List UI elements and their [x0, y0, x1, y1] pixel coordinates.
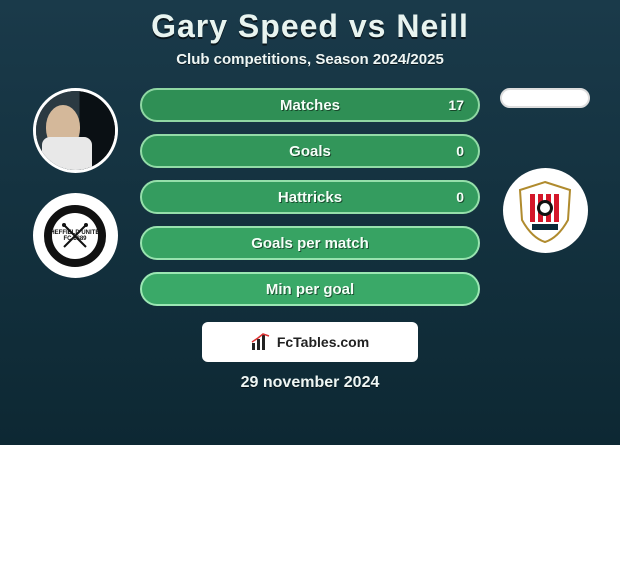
stat-bar-min-per-goal: Min per goal [140, 272, 480, 306]
stat-right-value: 0 [456, 143, 464, 159]
player1-face-icon [36, 91, 115, 170]
stat-bar-hattricks: Hattricks 0 [140, 180, 480, 214]
stat-bars: Matches 17 Goals 0 Hattricks 0 Goals per match… [140, 88, 480, 306]
player1-club-badge: SHEFFIELD UNITED FC 1889 [33, 193, 118, 278]
sheffield-crest-icon: SHEFFIELD UNITED FC 1889 [40, 201, 110, 271]
player1-avatar [33, 88, 118, 173]
stat-right-value: 0 [456, 189, 464, 205]
attribution-text: FcTables.com [277, 334, 369, 350]
stat-label: Min per goal [266, 281, 354, 298]
stat-right-value: 17 [448, 97, 464, 113]
attribution-box[interactable]: FcTables.com [202, 322, 418, 362]
sunderland-crest-icon [510, 176, 580, 246]
stat-label: Goals per match [251, 235, 369, 252]
stat-label: Goals [289, 143, 331, 160]
crossed-swords-icon [60, 221, 90, 251]
left-column: SHEFFIELD UNITED FC 1889 [10, 88, 140, 306]
comparison-card: Gary Speed vs Neill Club competitions, S… [0, 0, 620, 445]
subtitle: Club competitions, Season 2024/2025 [0, 51, 620, 68]
player2-club-badge [503, 168, 588, 253]
stat-bar-matches: Matches 17 [140, 88, 480, 122]
footer-date: 29 november 2024 [0, 374, 620, 392]
right-column [480, 88, 610, 306]
bar-chart-icon [251, 333, 271, 351]
stat-label: Hattricks [278, 189, 342, 206]
stat-bar-goals: Goals 0 [140, 134, 480, 168]
page-title: Gary Speed vs Neill [0, 8, 620, 45]
player2-avatar-placeholder [500, 88, 590, 108]
content-row: SHEFFIELD UNITED FC 1889 Matches 17 Goals 0… [0, 88, 620, 306]
stat-bar-goals-per-match: Goals per match [140, 226, 480, 260]
stat-label: Matches [280, 97, 340, 114]
